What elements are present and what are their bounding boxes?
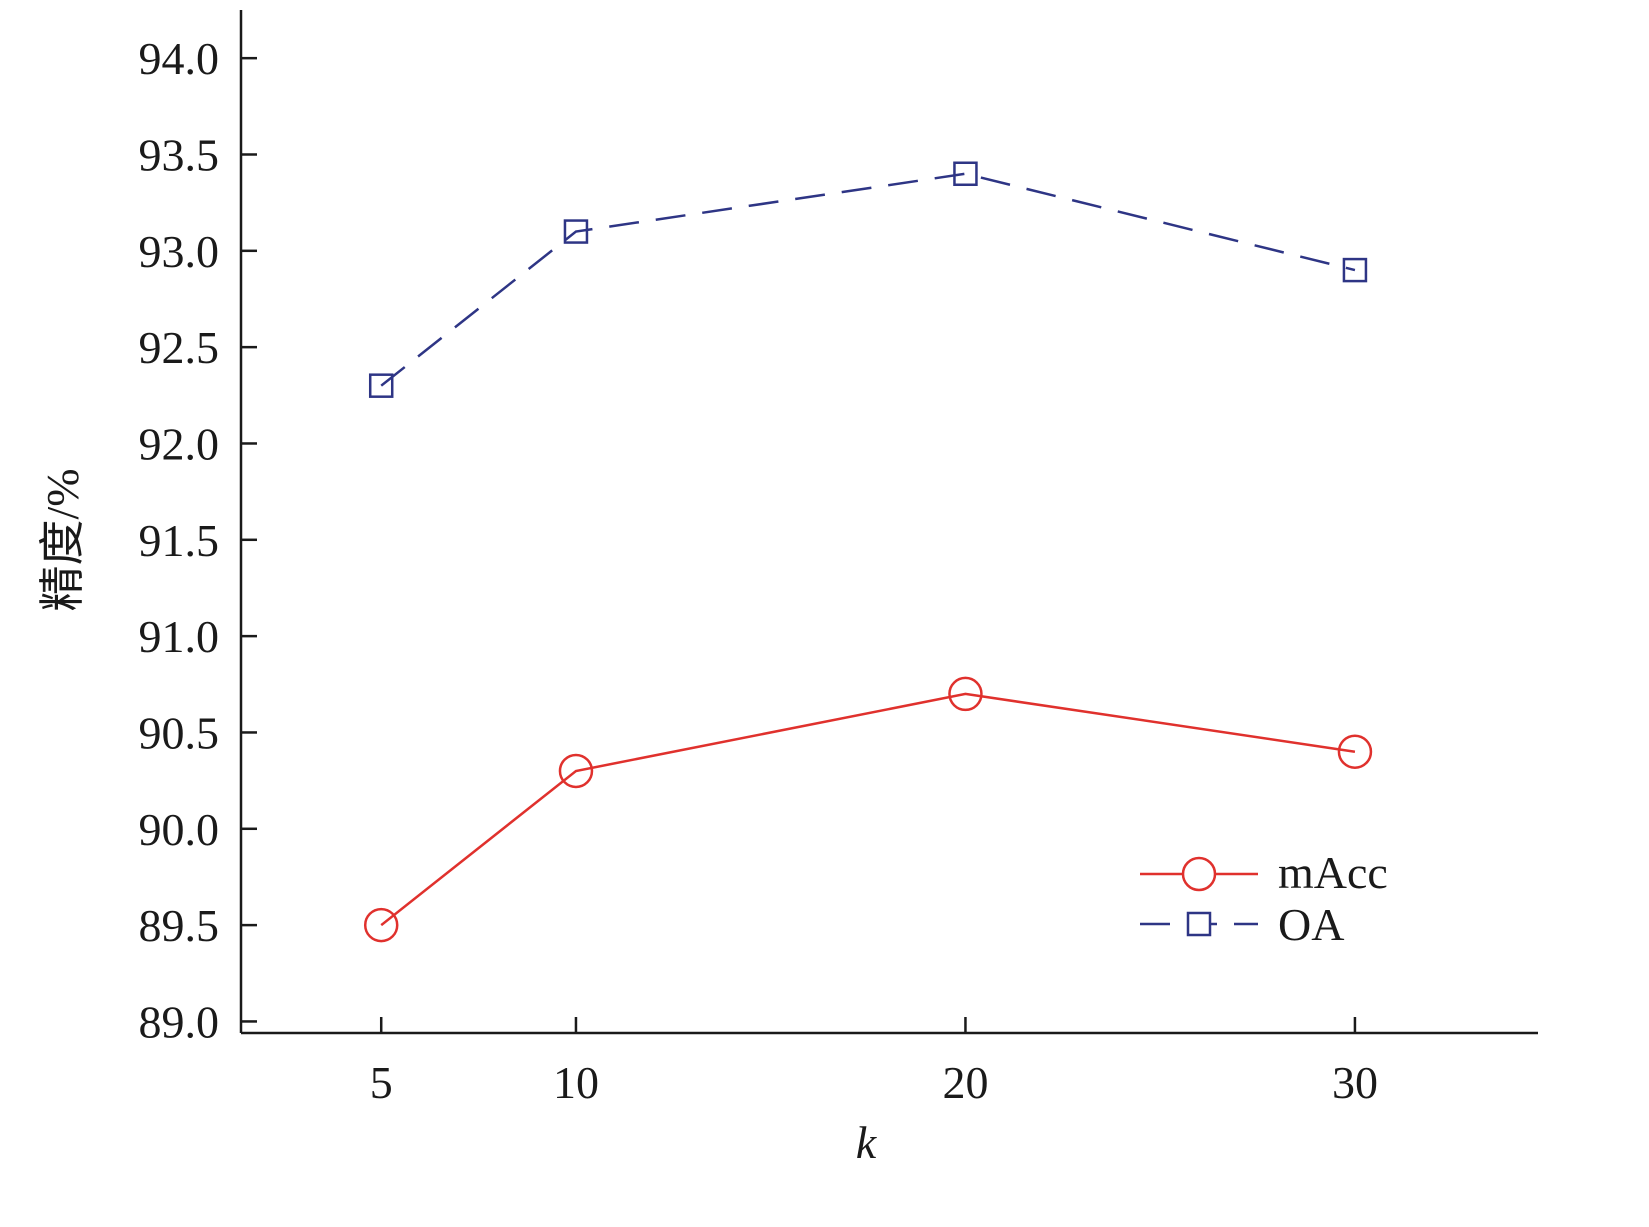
- legend-swatch-oa-marker: [1186, 911, 1212, 937]
- y-tick-label: 90.0: [139, 804, 220, 855]
- x-tick-label: 10: [553, 1057, 599, 1108]
- legend: mAcc OA: [1140, 847, 1388, 950]
- legend-label-oa: OA: [1278, 899, 1344, 950]
- axes: [239, 10, 1538, 1035]
- data-point-macc: [948, 676, 983, 712]
- y-ticks: 89.0 89.5 90.0 90.5 91.0 91.5 92.0 92.5 93.0 93.5…: [139, 33, 257, 1047]
- data-point-macc: [558, 753, 594, 789]
- y-axis-title: 精度/%: [37, 468, 88, 611]
- y-tick-label: 90.5: [139, 707, 220, 758]
- x-axis-title: k: [856, 1117, 878, 1168]
- y-tick-label: 91.5: [139, 515, 220, 566]
- data-point-oa: [368, 373, 394, 398]
- y-tick-label: 93.5: [139, 129, 220, 180]
- y-tick-label: 91.0: [139, 611, 220, 662]
- data-point-macc: [363, 907, 399, 943]
- y-tick-label: 94.0: [139, 33, 220, 84]
- legend-swatch-macc-marker: [1181, 856, 1217, 892]
- y-tick-label: 92.0: [139, 418, 220, 469]
- x-tick-label: 30: [1332, 1057, 1378, 1108]
- series-layer: [363, 161, 1373, 943]
- legend-label-macc: mAcc: [1278, 847, 1388, 898]
- data-point-oa: [1342, 257, 1368, 283]
- series-line-macc: [380, 692, 1356, 927]
- x-ticks: 5 10 20 30: [370, 1017, 1378, 1108]
- y-tick-label: 93.0: [139, 226, 220, 277]
- data-point-oa: [953, 161, 978, 187]
- y-tick-label: 89.0: [139, 996, 220, 1047]
- y-tick-label: 89.5: [139, 900, 220, 951]
- x-tick-label: 5: [370, 1057, 393, 1108]
- series-line-oa: [380, 172, 1356, 387]
- data-point-macc: [1337, 734, 1373, 769]
- x-tick-label: 20: [942, 1057, 988, 1108]
- data-point-oa: [563, 219, 589, 244]
- y-tick-label: 92.5: [139, 322, 220, 373]
